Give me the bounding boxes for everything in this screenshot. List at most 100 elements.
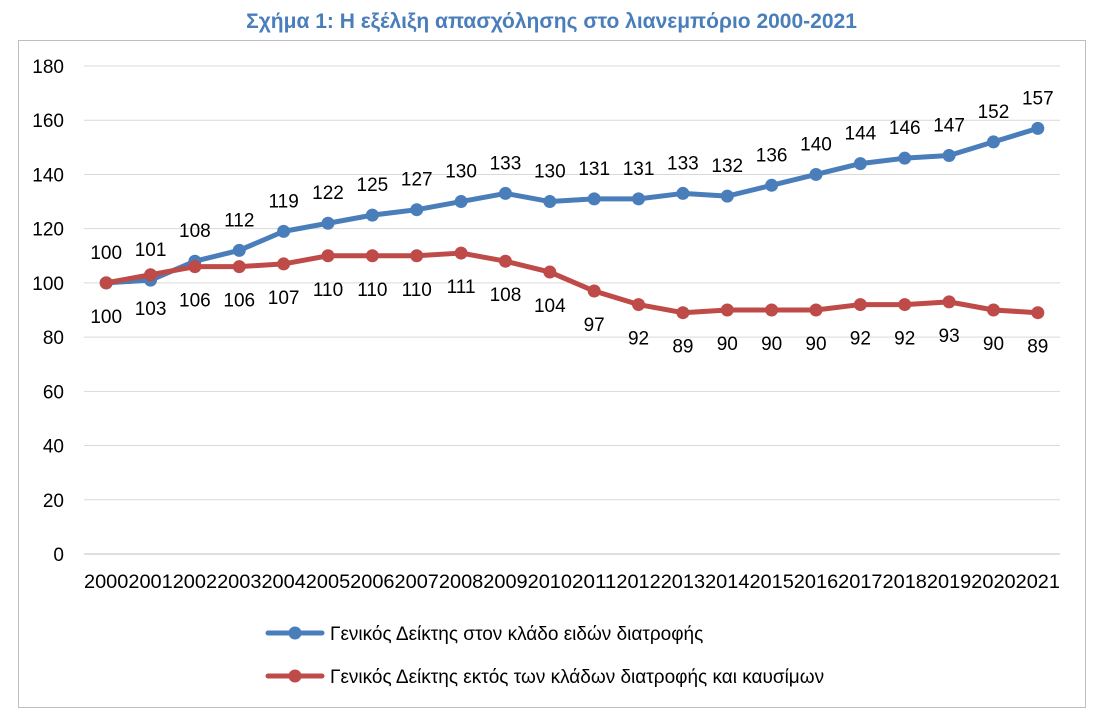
data-point: [454, 246, 468, 260]
data-point: [587, 284, 601, 298]
x-tick-label: 2020: [971, 572, 1015, 593]
data-label: 147: [933, 115, 965, 136]
y-tick-label: 100: [32, 274, 64, 295]
data-point: [1031, 306, 1045, 320]
x-tick-label: 2014: [705, 572, 750, 593]
data-point: [543, 195, 557, 209]
series-line-2: [103, 250, 1041, 316]
data-point: [99, 276, 113, 290]
chart-area: [18, 40, 1086, 708]
chart-title: Σχήμα 1: Η εξέλιξη απασχόλησης στο λιανε…: [246, 10, 857, 33]
data-labels: 100 101 108 112 119 122 125 127 130 133 130 131 131 1…: [90, 88, 1053, 357]
data-label: 97: [584, 315, 605, 336]
data-point: [498, 254, 512, 268]
data-label: 89: [672, 337, 693, 358]
data-label: 131: [623, 159, 655, 180]
data-label: 110: [357, 280, 387, 301]
data-point: [898, 298, 912, 312]
x-tick-label: 2017: [838, 572, 882, 593]
y-axis: 0 20 40 60 80 100 120 140 160 180: [32, 57, 64, 566]
data-label: 146: [889, 118, 921, 139]
data-point: [632, 298, 646, 312]
legend: Γενικός Δείκτης στον κλάδο ειδών διατροφ…: [265, 624, 824, 688]
data-label: 107: [268, 288, 300, 309]
data-point: [232, 243, 246, 257]
data-point: [765, 178, 779, 192]
data-label: 92: [850, 329, 871, 350]
data-point: [454, 195, 468, 209]
data-point: [809, 167, 823, 181]
data-point: [321, 216, 335, 230]
data-label: 104: [534, 296, 566, 317]
data-label: 100: [90, 307, 122, 328]
x-tick-label: 2003: [217, 572, 261, 593]
legend-marker-1: [288, 626, 302, 640]
data-label: 130: [534, 162, 566, 183]
x-tick-label: 2013: [661, 572, 705, 593]
x-tick-label: 2001: [128, 572, 172, 593]
data-point: [853, 157, 867, 171]
x-tick-label: 2006: [350, 572, 394, 593]
x-tick-label: 2016: [794, 572, 838, 593]
x-tick-label: 2010: [528, 572, 572, 593]
data-label: 127: [401, 170, 433, 191]
data-point: [410, 249, 424, 263]
data-label: 119: [268, 191, 298, 212]
x-tick-label: 2012: [616, 572, 660, 593]
y-tick-label: 120: [32, 220, 64, 241]
y-tick-label: 180: [32, 57, 64, 78]
x-tick-label: 2011: [572, 572, 616, 593]
x-tick-label: 2008: [439, 572, 483, 593]
data-label: 110: [402, 280, 432, 301]
data-point: [986, 135, 1000, 149]
data-label: 103: [135, 299, 167, 320]
data-label: 90: [805, 334, 826, 355]
data-label: 144: [845, 124, 877, 145]
data-label: 111: [447, 277, 476, 298]
data-point: [632, 192, 646, 206]
x-tick-label: 2007: [395, 572, 439, 593]
data-label: 108: [179, 221, 211, 242]
y-tick-label: 60: [43, 382, 64, 403]
data-label: 106: [179, 291, 211, 312]
y-tick-label: 80: [43, 328, 64, 349]
data-point: [942, 148, 956, 162]
data-label: 93: [939, 326, 960, 347]
data-point: [410, 203, 424, 217]
y-tick-label: 40: [43, 437, 64, 458]
x-tick-label: 2015: [749, 572, 793, 593]
data-point: [587, 192, 601, 206]
data-point: [365, 249, 379, 263]
data-label: 152: [978, 102, 1010, 123]
data-label: 130: [445, 162, 477, 183]
data-label: 122: [312, 183, 344, 204]
data-label: 89: [1027, 337, 1048, 358]
data-label: 133: [490, 153, 522, 174]
data-label: 92: [628, 329, 649, 350]
series-lines: [99, 121, 1045, 320]
data-label: 133: [667, 153, 699, 174]
data-point: [765, 303, 779, 317]
data-point: [365, 208, 379, 222]
data-label: 90: [717, 334, 738, 355]
data-point: [232, 260, 246, 274]
data-point: [853, 298, 867, 312]
data-point: [277, 224, 291, 238]
x-tick-label: 2002: [173, 572, 217, 593]
x-tick-label: 2019: [927, 572, 971, 593]
data-label: 132: [711, 156, 743, 177]
data-point: [498, 186, 512, 200]
x-tick-label: 2000: [84, 572, 128, 593]
data-point: [986, 303, 1000, 317]
legend-label-1: Γενικός Δείκτης στον κλάδο ειδών διατροφ…: [330, 624, 703, 645]
data-label: 136: [756, 145, 788, 166]
x-axis: 2000 2001 2002 2003 2004 2005 2006 2007 2008 2009…: [84, 553, 1060, 593]
data-label: 101: [135, 240, 167, 261]
series-line-1: [103, 125, 1041, 286]
y-tick-label: 160: [32, 111, 64, 132]
data-point: [144, 268, 158, 282]
data-point: [720, 189, 734, 203]
x-tick-label: 2005: [306, 572, 350, 593]
x-tick-label: 2009: [483, 572, 527, 593]
